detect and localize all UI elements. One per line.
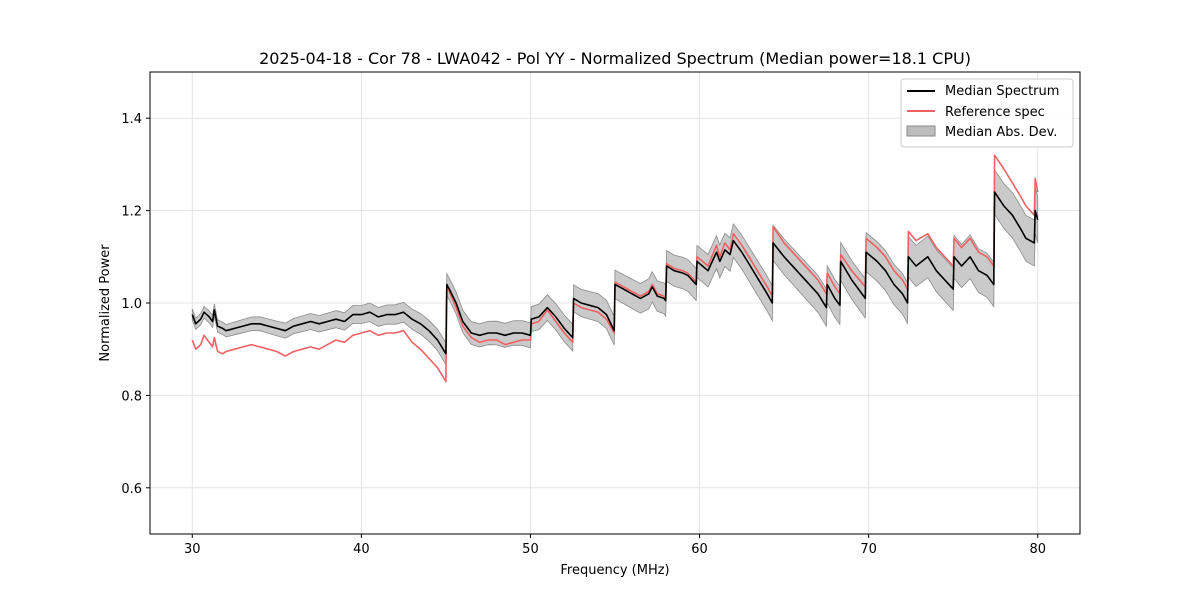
x-tick-label: 80 bbox=[1029, 542, 1046, 557]
x-axis-ticks: 30 40 50 60 70 80 bbox=[184, 534, 1046, 557]
x-tick-label: 70 bbox=[860, 542, 877, 557]
y-tick-label: 1.4 bbox=[121, 112, 142, 127]
median-spectrum-line bbox=[191, 191, 1039, 355]
legend-reference-label: Reference spec bbox=[945, 105, 1045, 120]
chart-title: 2025-04-18 - Cor 78 - LWA042 - Pol YY - … bbox=[259, 49, 971, 68]
x-tick-label: 30 bbox=[184, 542, 201, 557]
legend-mad-swatch bbox=[906, 125, 936, 137]
legend: Median Spectrum Reference spec Median Ab… bbox=[900, 78, 1074, 148]
y-tick-label: 0.8 bbox=[121, 389, 142, 404]
x-tick-label: 50 bbox=[522, 542, 539, 557]
x-tick-label: 60 bbox=[691, 542, 708, 557]
x-tick-label: 40 bbox=[353, 542, 370, 557]
y-axis-label: Normalized Power bbox=[98, 244, 113, 362]
legend-median-label: Median Spectrum bbox=[945, 84, 1059, 99]
legend-box bbox=[900, 78, 1074, 148]
series-layer bbox=[191, 154, 1039, 383]
y-tick-label: 1.2 bbox=[121, 205, 142, 220]
y-axis-ticks: 0.6 0.8 1.0 1.2 1.4 bbox=[121, 112, 150, 497]
x-axis-label: Frequency (MHz) bbox=[560, 563, 669, 578]
legend-mad-label: Median Abs. Dev. bbox=[945, 125, 1057, 140]
mad-band bbox=[191, 168, 1039, 367]
mad-band-layer bbox=[191, 168, 1039, 367]
y-tick-label: 0.6 bbox=[121, 482, 142, 497]
y-tick-label: 1.0 bbox=[121, 297, 142, 312]
reference-spectrum-line bbox=[191, 154, 1039, 383]
